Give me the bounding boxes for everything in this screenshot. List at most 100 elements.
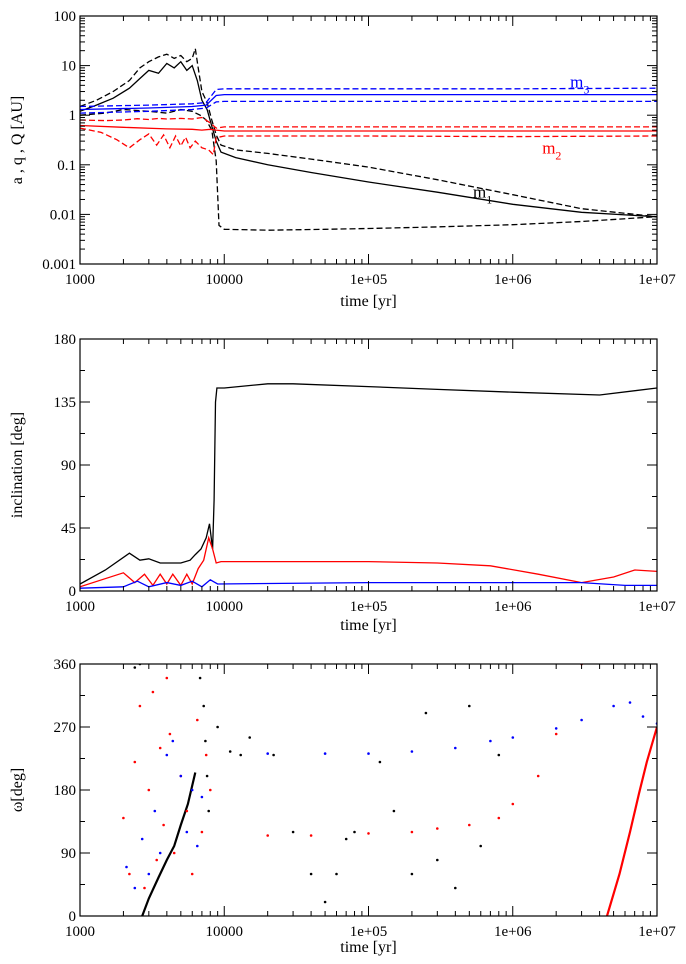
data-point [309, 834, 313, 837]
plot-data [80, 48, 657, 231]
series-m1-rising-arc- [141, 772, 197, 916]
y-axis-label: inclination [deg] [9, 412, 26, 518]
series-m2-a [80, 124, 657, 132]
data-point [468, 704, 471, 708]
plot-frame [79, 663, 658, 917]
data-point [612, 704, 615, 708]
data-point [190, 788, 194, 792]
data-point [205, 774, 209, 778]
y-tick-label: 1 [69, 108, 77, 124]
data-point [424, 711, 428, 715]
series-m1 [80, 383, 657, 585]
data-point [454, 746, 457, 750]
y-axis-label: ω[deg] [9, 768, 26, 812]
data-point [410, 750, 414, 753]
data-point [392, 809, 396, 813]
data-point [239, 753, 242, 757]
data-point [228, 750, 232, 753]
data-point [207, 809, 210, 813]
data-point [536, 774, 540, 778]
series-m3-q [80, 100, 657, 114]
data-point [155, 858, 158, 862]
data-point [378, 760, 382, 764]
y-tick-label: 135 [54, 395, 77, 411]
data-point [196, 844, 199, 848]
data-point [353, 830, 356, 834]
panel-argument-of-pericentre: 1000 10000 1e+05 1e+06 1e+07 0 90 180 270 360 time… [9, 657, 676, 956]
x-axis-label: time [yr] [340, 293, 396, 310]
data-point [266, 752, 270, 755]
data-point [468, 823, 471, 827]
data-point [122, 816, 125, 820]
data-point [128, 872, 131, 876]
data-point [147, 872, 151, 876]
data-point [185, 830, 189, 834]
x-tick-label: 1e+05 [350, 924, 388, 940]
annotation-subscript: 2 [555, 148, 561, 162]
data-point [554, 732, 558, 736]
data-point [344, 837, 348, 841]
y-tick-label: 10 [61, 59, 76, 75]
x-tick-label: 1e+07 [638, 272, 676, 288]
data-point [309, 872, 313, 876]
data-point [367, 752, 370, 755]
series-m3-q [80, 87, 657, 108]
series-m2 [122, 664, 583, 890]
data-point [158, 851, 162, 855]
data-point [162, 823, 165, 827]
data-point [171, 739, 175, 743]
x-tick-label: 1e+07 [638, 599, 676, 615]
y-tick-label: 0.01 [50, 207, 76, 223]
y-tick-label: 180 [54, 332, 77, 348]
series-m1-a [80, 60, 657, 218]
y-tick-label: 0.1 [57, 158, 76, 174]
y-tick-label: 270 [54, 720, 77, 736]
data-point [165, 753, 169, 757]
series-m2-late-branch- [605, 726, 657, 916]
data-point [143, 886, 146, 890]
data-point [410, 872, 414, 876]
data-point [198, 676, 202, 680]
panel-orbit-distances: 1000 10000 1e+05 1e+06 1e+07 0.001 0.01 0.1 1 10 1… [9, 9, 676, 310]
data-point [266, 834, 270, 837]
y-tick-label: 360 [54, 657, 77, 673]
annotation-main: m [542, 138, 555, 157]
data-point [200, 830, 204, 834]
data-point [436, 827, 439, 830]
data-point [454, 886, 457, 890]
x-tick-label: 1000 [65, 599, 95, 615]
data-point [179, 774, 183, 778]
x-tick-label: 10000 [206, 924, 244, 940]
x-tick-label: 1e+05 [350, 272, 388, 288]
data-point [367, 832, 370, 835]
x-axis-label: time [yr] [340, 939, 396, 956]
data-point [323, 900, 327, 904]
data-point [580, 718, 583, 722]
data-point [209, 788, 212, 792]
data-point [147, 788, 151, 792]
data-point [165, 676, 169, 680]
data-point [202, 704, 205, 708]
data-point [133, 886, 137, 890]
series-m2-q [80, 116, 657, 129]
series-m1-sparse-dots- [133, 664, 501, 904]
data-point [185, 809, 189, 813]
plot-data [122, 664, 657, 916]
data-point [158, 746, 162, 750]
data-point [204, 753, 208, 757]
y-tick-label: 180 [54, 783, 77, 799]
annotation-main: m [570, 73, 583, 92]
data-point [410, 830, 414, 834]
data-point [436, 858, 439, 862]
y-tick-label: 0 [69, 909, 77, 925]
y-tick-label: 0 [69, 584, 77, 600]
annotation-main: m [473, 182, 486, 201]
data-point [151, 690, 155, 694]
y-tick-label: 100 [54, 9, 77, 25]
x-tick-label: 1000 [65, 924, 95, 940]
x-axis-label: time [yr] [340, 617, 396, 634]
data-point [168, 732, 172, 736]
y-tick-label: 45 [61, 521, 76, 537]
data-point [511, 736, 515, 739]
data-point [641, 715, 645, 718]
